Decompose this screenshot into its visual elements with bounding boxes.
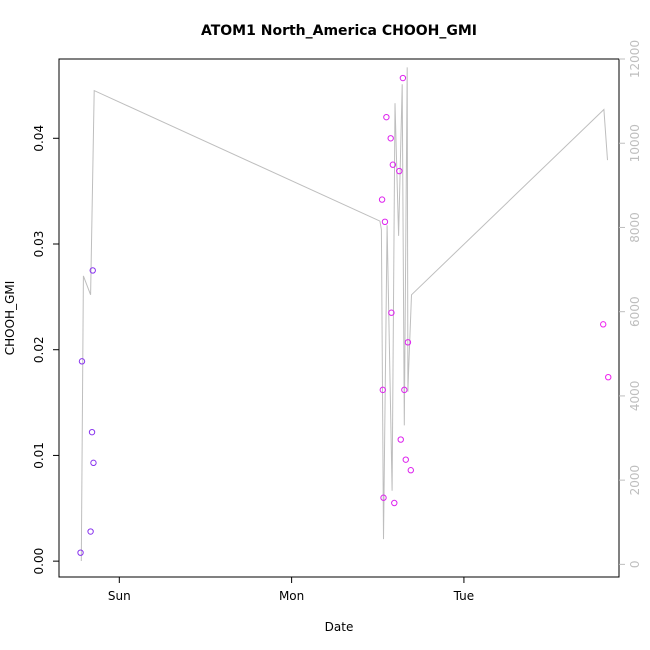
data-point <box>399 74 407 82</box>
data-point <box>387 135 394 142</box>
data-point <box>407 467 414 474</box>
data-point <box>87 528 94 535</box>
data-point <box>379 386 386 394</box>
chart-title: ATOM1 North_America CHOOH_GMI <box>201 23 477 39</box>
x-tick-label: Tue <box>453 589 475 603</box>
series-line-path <box>80 67 608 562</box>
plot-frame <box>58 58 620 578</box>
series-points <box>77 74 612 556</box>
y-tick-label: 0.04 <box>32 125 46 152</box>
data-point <box>380 494 387 501</box>
data-point <box>383 113 390 121</box>
x-tick-label: Mon <box>279 589 304 603</box>
y2-tick-label: 10000 <box>628 124 642 162</box>
data-point <box>88 428 96 436</box>
y2-tick-label: 6000 <box>628 296 642 327</box>
y2-tick-label: 4000 <box>628 381 642 412</box>
data-point <box>77 549 84 556</box>
y2-tick-label: 0 <box>628 561 642 569</box>
y2-tick-label: 12000 <box>628 40 642 78</box>
x-tick-label: Sun <box>108 589 131 603</box>
y-axis-label: CHOOH_GMI <box>3 281 17 356</box>
data-point <box>391 499 398 507</box>
y-tick-label: 0.02 <box>32 336 46 363</box>
data-point <box>600 321 607 328</box>
data-point <box>402 456 409 463</box>
y2-tick-label: 8000 <box>628 212 642 243</box>
data-point <box>89 267 96 274</box>
data-point <box>396 167 403 175</box>
y2-tick-label: 2000 <box>628 465 642 496</box>
y-tick-label: 0.03 <box>32 231 46 258</box>
data-point <box>401 386 408 394</box>
data-point <box>397 436 404 443</box>
data-point <box>404 339 412 346</box>
data-point <box>381 218 389 226</box>
series-line <box>80 67 608 562</box>
data-point <box>90 459 97 467</box>
y-axis: 0.00 0.01 0.02 0.03 0.04 <box>32 125 59 575</box>
y-tick-label: 0.00 <box>32 548 46 575</box>
data-point <box>389 161 397 168</box>
data-point <box>388 309 395 316</box>
y-tick-label: 0.01 <box>32 442 46 469</box>
data-point <box>78 358 86 365</box>
data-point <box>378 196 386 203</box>
y2-axis-right: 0 2000 4000 6000 8000 10000 12000 <box>619 40 642 568</box>
x-axis-label: Date <box>325 620 354 634</box>
x-axis: Sun Mon Tue <box>108 577 474 603</box>
data-point <box>605 374 612 381</box>
